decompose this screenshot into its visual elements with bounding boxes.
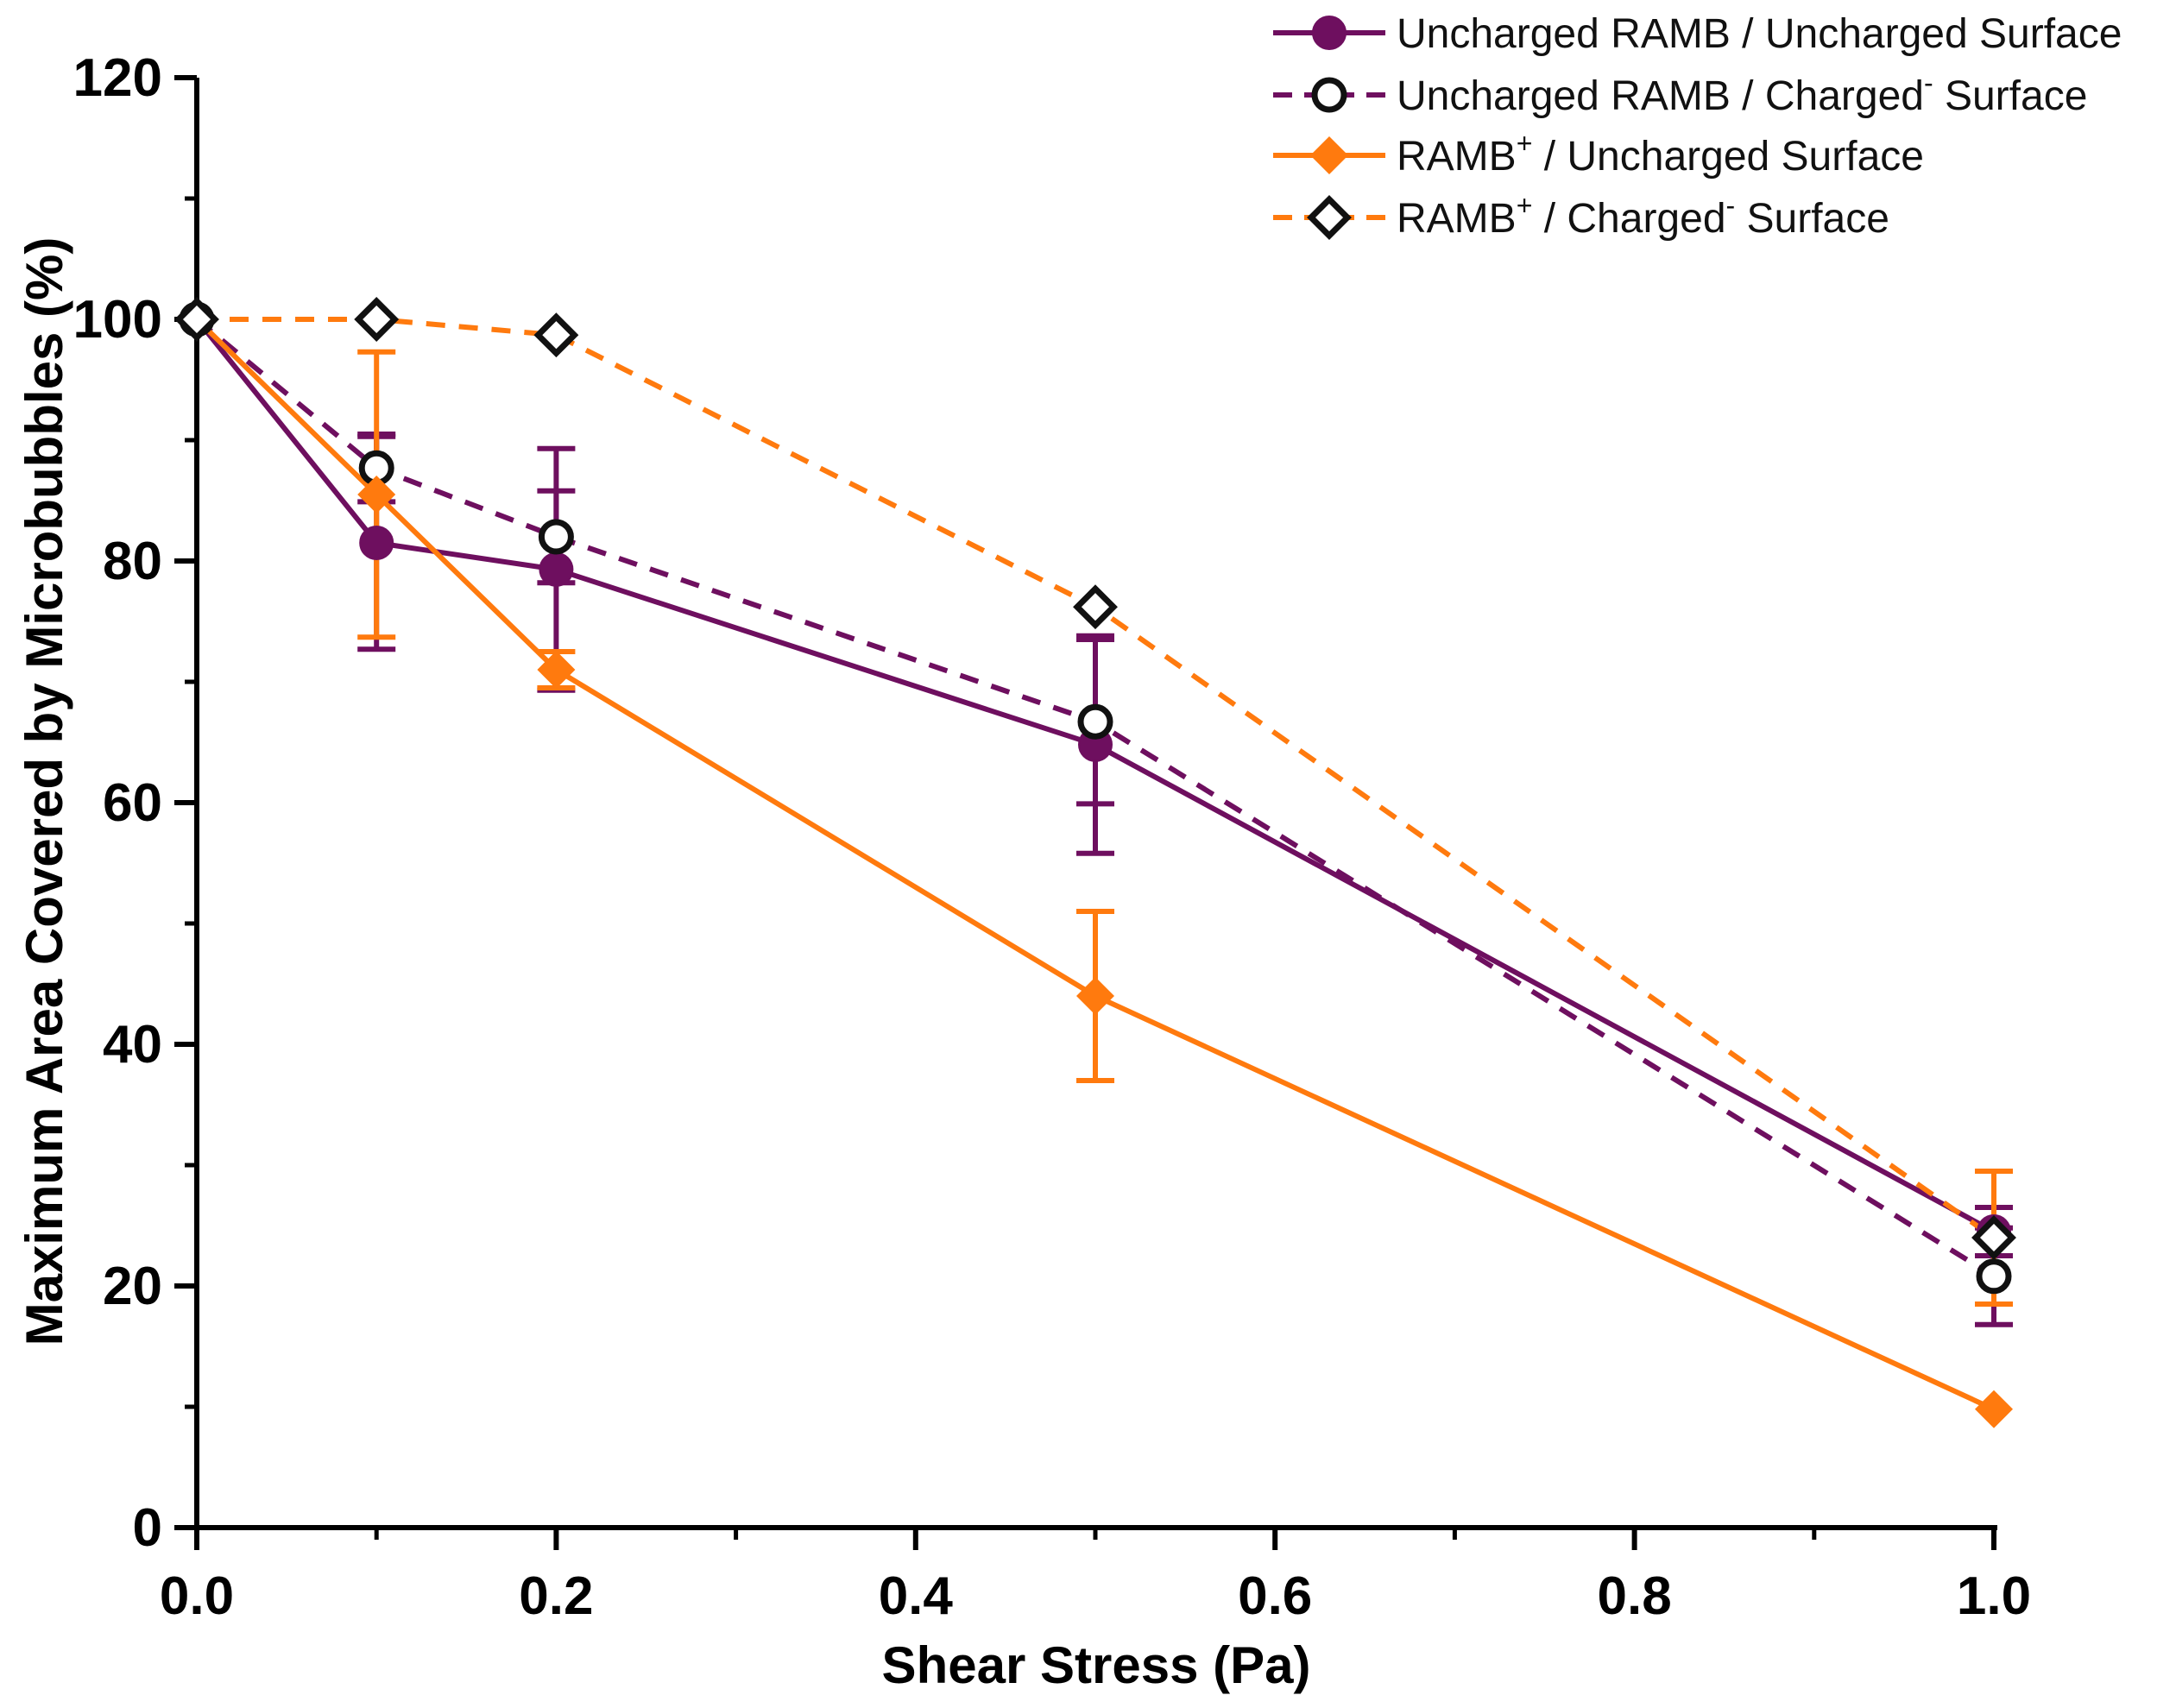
data-point <box>354 297 400 342</box>
x-tick-label: 1.0 <box>1957 1566 2031 1626</box>
x-tick-label: 0.0 <box>160 1566 234 1626</box>
legend-label: Uncharged RAMB / Charged- Surface <box>1397 67 2087 119</box>
x-tick-label: 0.8 <box>1597 1566 1671 1626</box>
data-point <box>1976 1258 2012 1295</box>
data-point <box>174 297 219 342</box>
data-point <box>538 519 574 555</box>
legend-label: RAMB+ / Uncharged Surface <box>1397 128 1924 180</box>
legend-item-2: RAMB+ / Uncharged Surface <box>1273 128 1924 180</box>
series-line-2 <box>194 317 1996 1412</box>
legend-label: RAMB+ / Charged- Surface <box>1397 190 1889 242</box>
data-point <box>537 651 576 689</box>
legend-marker <box>1307 195 1352 240</box>
data-point <box>1971 1215 2016 1260</box>
y-tick-label: 80 <box>103 532 162 591</box>
axes: 0 20 40 60 80 100 120 0.0 0.2 0.4 0.6 0.8 1.0 <box>73 48 2032 1626</box>
legend-item-0: Uncharged RAMB / Uncharged Surface <box>1273 11 2122 57</box>
series-markers-3 <box>174 297 2016 1260</box>
y-tick-label: 120 <box>73 48 162 108</box>
data-point <box>539 551 574 587</box>
error-bars-1 <box>357 432 2013 1327</box>
data-point <box>1076 977 1114 1015</box>
x-axis-title: Shear Stress (Pa) <box>882 1636 1311 1694</box>
x-tick-label: 0.6 <box>1238 1566 1312 1626</box>
data-point <box>359 526 394 560</box>
y-tick-label: 0 <box>133 1498 162 1558</box>
legend-item-1: Uncharged RAMB / Charged- Surface <box>1273 67 2087 119</box>
y-tick-label: 40 <box>103 1015 162 1075</box>
y-tick-label: 60 <box>103 773 162 833</box>
data-point <box>1073 584 1118 630</box>
series-line-1 <box>195 317 1996 1279</box>
data-point <box>357 476 396 514</box>
series-markers-2 <box>178 300 2013 1428</box>
legend: Uncharged RAMB / Uncharged Surface Unchar… <box>1273 11 2122 242</box>
y-tick-label: 20 <box>103 1257 162 1316</box>
y-tick-label: 100 <box>73 290 162 350</box>
data-point <box>1975 1390 2013 1428</box>
x-tick-label: 0.2 <box>519 1566 593 1626</box>
x-tick-label: 0.4 <box>879 1566 954 1626</box>
data-point <box>533 312 579 358</box>
legend-marker <box>1312 16 1347 50</box>
plot-area <box>174 297 2016 1428</box>
legend-label: Uncharged RAMB / Uncharged Surface <box>1397 11 2122 57</box>
series-line-3 <box>197 317 1996 1240</box>
legend-marker <box>1311 77 1347 113</box>
data-point <box>1077 703 1113 740</box>
legend-item-3: RAMB+ / Charged- Surface <box>1273 190 1889 242</box>
y-axis-title: Maximum Area Covered by Microbubbles (%) <box>16 237 73 1346</box>
legend-marker <box>1310 136 1348 174</box>
